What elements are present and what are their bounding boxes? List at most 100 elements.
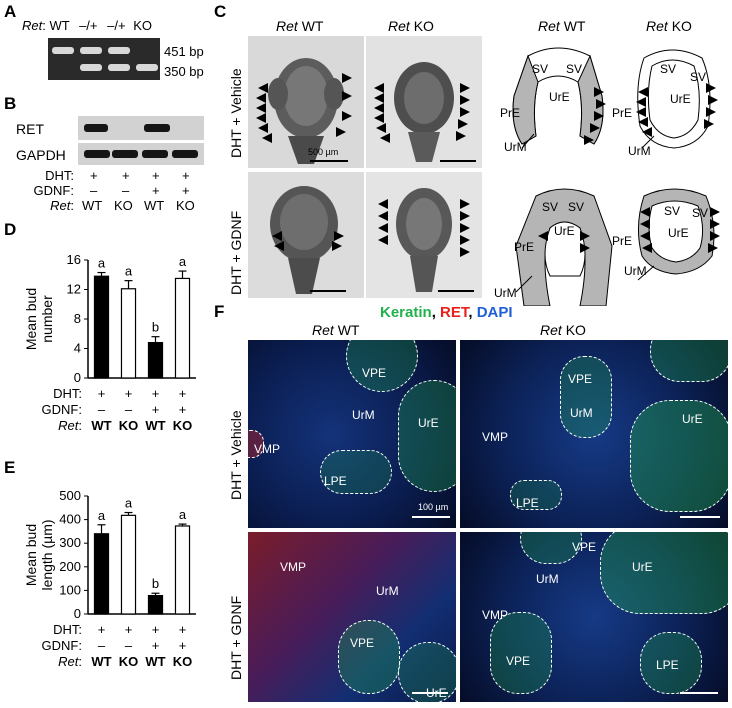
panel-label-a: A	[4, 2, 17, 21]
condition-value: WT	[91, 418, 111, 433]
explant-photo-wt-vehicle: 500 µm	[248, 36, 364, 168]
condition-label: DHT:	[53, 386, 82, 401]
bar	[120, 288, 137, 379]
region-label: UrM	[570, 406, 593, 420]
label-urm: UrM	[504, 140, 527, 154]
label-sv: SV	[542, 200, 559, 214]
explant-drawing	[268, 58, 344, 164]
condition-value: KO	[119, 418, 139, 433]
panel-label-e: E	[4, 458, 16, 477]
cond-value: WT	[144, 198, 165, 213]
panel-label-b: B	[4, 94, 17, 113]
cond-value: WT	[82, 198, 103, 213]
y-tick-label: 300	[59, 535, 81, 550]
y-tick-label: 0	[74, 606, 81, 621]
wb-label-ret: RET	[16, 121, 44, 137]
c-row-label-vehicle: DHT + Vehicle	[228, 68, 244, 158]
c-col-header-4: Ret KO	[646, 18, 692, 34]
cond-value: +	[182, 168, 190, 183]
scale-bar	[438, 290, 474, 292]
region-label: UrE	[632, 560, 653, 574]
region-label: LPE	[324, 474, 347, 488]
y-tick-label: 0	[74, 370, 81, 385]
y-axis-label: Mean budlength (µm)	[23, 519, 55, 590]
cond-value: KO	[114, 198, 133, 213]
significance-letter: a	[125, 264, 133, 279]
label-sv: SV	[532, 62, 549, 76]
condition-value: +	[179, 622, 187, 637]
label-sv: SV	[566, 62, 583, 76]
bud-arrowheads	[256, 73, 470, 257]
ret-gene-label: Ret	[22, 18, 43, 33]
scale-bar	[680, 692, 718, 694]
y-tick-label: 4	[74, 341, 81, 356]
cond-value: –	[122, 183, 130, 198]
scale-bar	[440, 160, 476, 162]
bar	[93, 533, 110, 615]
f-row-label-vehicle: DHT + Vehicle	[228, 410, 244, 500]
condition-label: DHT:	[53, 622, 82, 637]
region-label: UrE	[418, 416, 439, 430]
label-ure: UrE	[668, 226, 689, 240]
y-axis-label: Mean budnumber	[23, 288, 55, 350]
western-blot-gapdh	[78, 143, 204, 165]
y-tick-label: 100	[59, 582, 81, 597]
condition-value: +	[179, 402, 187, 417]
region-label: UrM	[376, 584, 399, 598]
stain-dapi: DAPI	[476, 304, 513, 321]
condition-value: –	[125, 638, 133, 653]
region-label: VMP	[482, 608, 509, 622]
label-sv: SV	[664, 204, 681, 218]
label-ure: UrE	[670, 92, 691, 106]
lane-label-wt: : WT	[42, 18, 70, 33]
micrograph-wt-vehicle: 100 µm	[248, 340, 456, 528]
bar	[120, 514, 137, 615]
significance-letter: a	[179, 507, 187, 522]
panel-label-d: D	[4, 220, 17, 239]
band-size-451: 451 bp	[164, 44, 204, 59]
cond-label-gdnf: GDNF:	[33, 183, 74, 198]
condition-value: KO	[173, 654, 193, 669]
scale-bar	[310, 160, 348, 162]
c-row-label-gdnf: DHT + GDNF	[228, 210, 244, 295]
panel-a-header: Ret: WT –/+ –/+ KO	[22, 18, 152, 33]
c-col-header-3: Ret WT	[538, 18, 586, 34]
region-label: VPE	[568, 372, 593, 386]
region-label: VMP	[254, 442, 281, 456]
condition-value: –	[125, 402, 133, 417]
region-label: UrM	[352, 408, 375, 422]
cond-value: –	[90, 183, 98, 198]
condition-value: +	[152, 386, 160, 401]
y-tick-label: 12	[67, 282, 81, 297]
scale-bar	[412, 692, 448, 694]
significance-letter: b	[152, 576, 159, 591]
label-sv: SV	[692, 206, 709, 220]
lane-label-ko: KO	[133, 18, 152, 33]
condition-value: +	[179, 386, 187, 401]
label-pre: PrE	[612, 106, 633, 120]
region-label: VPE	[362, 366, 387, 380]
region-label: UrE	[426, 686, 447, 700]
cond-label-dht: DHT:	[45, 168, 74, 183]
label-pre: PrE	[514, 240, 535, 254]
condition-value: KO	[173, 418, 193, 433]
condition-value: +	[152, 638, 160, 653]
y-tick-label: 8	[74, 311, 81, 326]
region-label: VPE	[350, 636, 375, 650]
lane-label-het2: –/+	[107, 18, 126, 33]
urogenital-schematics	[512, 47, 720, 306]
explant-photo-ko-gdnf	[366, 172, 482, 298]
condition-value: +	[98, 622, 106, 637]
condition-value: +	[125, 622, 133, 637]
explant-drawing	[394, 62, 454, 162]
micrograph-ko-gdnf	[460, 532, 728, 702]
bar	[174, 277, 191, 379]
label-pre: PrE	[500, 106, 521, 120]
condition-value: WT	[91, 654, 111, 669]
scale-bar	[680, 516, 720, 518]
condition-label: Ret:	[58, 418, 82, 433]
label-ure: UrE	[549, 90, 570, 104]
condition-value: –	[98, 638, 106, 653]
region-label: VPE	[572, 540, 597, 554]
